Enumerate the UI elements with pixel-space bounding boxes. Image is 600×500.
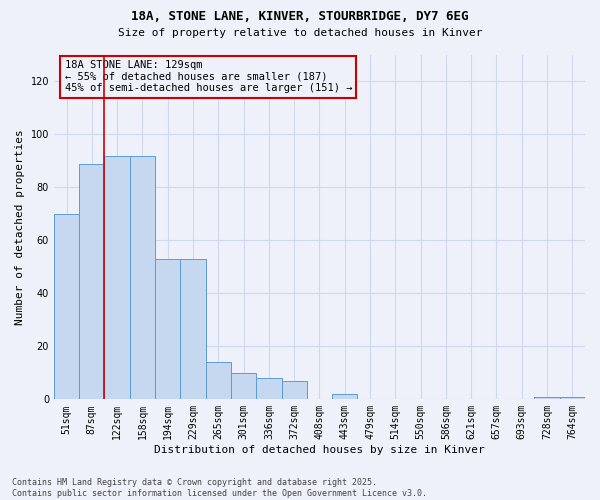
Bar xyxy=(79,164,104,400)
Bar xyxy=(231,373,256,400)
Bar xyxy=(281,381,307,400)
Bar xyxy=(54,214,79,400)
Text: 18A STONE LANE: 129sqm
← 55% of detached houses are smaller (187)
45% of semi-de: 18A STONE LANE: 129sqm ← 55% of detached… xyxy=(65,60,352,94)
Text: Size of property relative to detached houses in Kinver: Size of property relative to detached ho… xyxy=(118,28,482,38)
X-axis label: Distribution of detached houses by size in Kinver: Distribution of detached houses by size … xyxy=(154,445,485,455)
Bar xyxy=(560,396,585,400)
Bar xyxy=(155,259,181,400)
Bar xyxy=(256,378,281,400)
Bar xyxy=(535,396,560,400)
Bar xyxy=(206,362,231,400)
Bar xyxy=(332,394,358,400)
Text: 18A, STONE LANE, KINVER, STOURBRIDGE, DY7 6EG: 18A, STONE LANE, KINVER, STOURBRIDGE, DY… xyxy=(131,10,469,23)
Text: Contains HM Land Registry data © Crown copyright and database right 2025.
Contai: Contains HM Land Registry data © Crown c… xyxy=(12,478,427,498)
Bar xyxy=(130,156,155,400)
Y-axis label: Number of detached properties: Number of detached properties xyxy=(15,130,25,325)
Bar xyxy=(104,156,130,400)
Bar xyxy=(181,259,206,400)
